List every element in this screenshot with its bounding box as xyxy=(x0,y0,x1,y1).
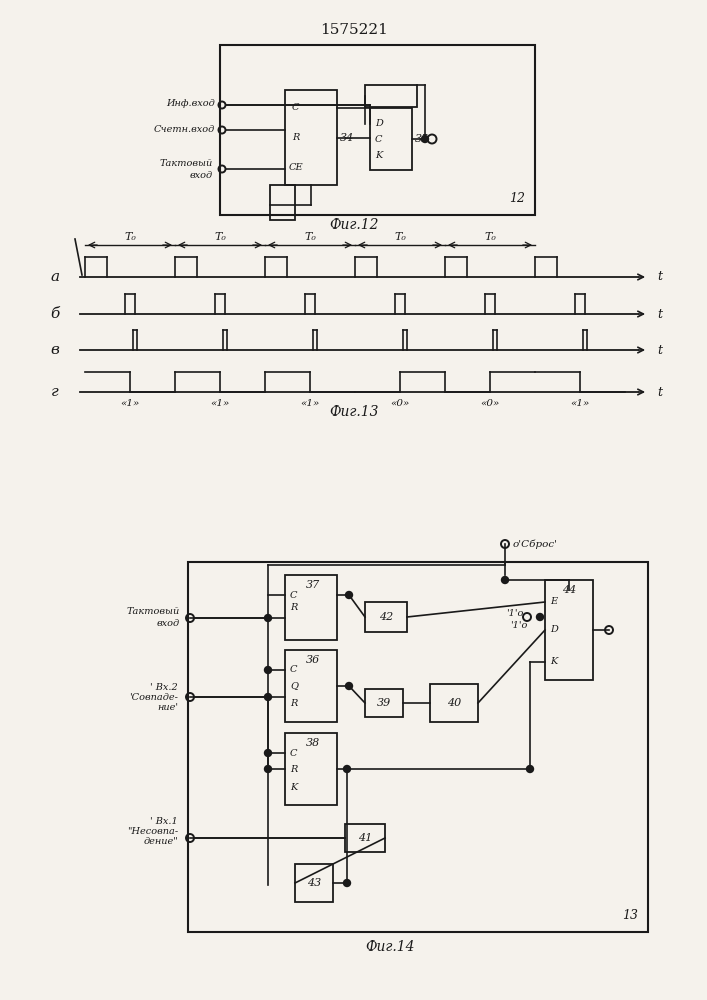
Bar xyxy=(188,562,648,932)
Text: t: t xyxy=(658,270,662,284)
Bar xyxy=(345,824,385,852)
Text: T₀: T₀ xyxy=(484,232,496,242)
Text: Фиг.12: Фиг.12 xyxy=(329,218,379,232)
Text: «0»: «0» xyxy=(390,399,409,408)
Text: T₀: T₀ xyxy=(304,232,316,242)
Text: 39: 39 xyxy=(377,698,391,708)
Text: Тактовый: Тактовый xyxy=(127,607,180,616)
Bar xyxy=(270,185,295,220)
Text: C: C xyxy=(292,104,300,112)
Bar xyxy=(285,650,337,722)
Text: '1'о: '1'о xyxy=(506,608,523,617)
Circle shape xyxy=(264,694,271,700)
Text: 38: 38 xyxy=(306,738,320,748)
Text: C: C xyxy=(290,748,298,758)
Text: «1»: «1» xyxy=(120,399,140,408)
Text: 40: 40 xyxy=(447,698,461,708)
Text: D: D xyxy=(550,626,558,635)
Circle shape xyxy=(344,766,351,772)
Text: 1575221: 1575221 xyxy=(320,23,388,37)
Text: 'Совпаде-: 'Совпаде- xyxy=(129,692,178,702)
Text: 13: 13 xyxy=(622,909,638,922)
Text: C: C xyxy=(375,134,382,143)
Text: "Несовпа-: "Несовпа- xyxy=(127,828,178,836)
Circle shape xyxy=(537,613,544,620)
Circle shape xyxy=(346,682,353,690)
Text: ние': ние' xyxy=(157,702,178,712)
Circle shape xyxy=(264,766,271,772)
Text: о'Сброс': о'Сброс' xyxy=(513,539,558,549)
Text: вход: вход xyxy=(157,619,180,629)
Text: а: а xyxy=(50,270,59,284)
Circle shape xyxy=(501,576,508,584)
Circle shape xyxy=(264,614,271,621)
Text: 41: 41 xyxy=(358,833,372,843)
Text: 44: 44 xyxy=(562,585,576,595)
Text: K: K xyxy=(550,658,557,666)
Text: г: г xyxy=(51,385,59,399)
Text: R: R xyxy=(290,764,298,774)
Text: R: R xyxy=(292,133,299,142)
Text: C: C xyxy=(290,590,298,599)
Text: 12: 12 xyxy=(509,192,525,205)
Bar xyxy=(220,45,535,215)
Text: Счетн.вход: Счетн.вход xyxy=(153,125,215,134)
Bar xyxy=(285,575,337,640)
Bar xyxy=(285,733,337,805)
Text: t: t xyxy=(658,308,662,320)
Text: T₀: T₀ xyxy=(214,232,226,242)
Text: в: в xyxy=(51,343,59,357)
Circle shape xyxy=(346,591,353,598)
Text: CE: CE xyxy=(289,162,303,172)
Circle shape xyxy=(421,135,428,142)
Bar xyxy=(430,684,478,722)
Text: T₀: T₀ xyxy=(394,232,406,242)
Text: t: t xyxy=(658,344,662,357)
Text: D: D xyxy=(375,119,383,128)
Text: 37: 37 xyxy=(306,580,320,590)
Text: t: t xyxy=(658,385,662,398)
Text: 35: 35 xyxy=(415,134,429,144)
Text: Инф.вход: Инф.вход xyxy=(166,99,215,107)
Text: '1'о: '1'о xyxy=(510,621,527,631)
Text: б: б xyxy=(50,307,59,321)
Text: Фиг.14: Фиг.14 xyxy=(366,940,415,954)
Bar xyxy=(545,580,593,680)
Text: Фиг.13: Фиг.13 xyxy=(329,405,379,419)
Text: 42: 42 xyxy=(379,612,393,622)
Bar xyxy=(295,864,333,902)
Bar xyxy=(365,689,403,717)
Bar xyxy=(285,90,337,185)
Text: T₀: T₀ xyxy=(124,232,136,242)
Text: Q: Q xyxy=(290,682,298,690)
Text: R: R xyxy=(290,603,298,612)
Text: «0»: «0» xyxy=(480,399,500,408)
Text: «1»: «1» xyxy=(571,399,590,408)
Circle shape xyxy=(527,766,534,772)
Text: E: E xyxy=(550,597,557,606)
Text: 34: 34 xyxy=(340,133,354,143)
Text: R: R xyxy=(290,700,298,708)
Bar xyxy=(365,85,417,107)
Text: ' Вх.2: ' Вх.2 xyxy=(151,682,178,692)
Text: «1»: «1» xyxy=(210,399,230,408)
Text: ' Вх.1: ' Вх.1 xyxy=(151,818,178,826)
Text: «1»: «1» xyxy=(300,399,320,408)
Circle shape xyxy=(264,666,271,674)
Text: Тактовый: Тактовый xyxy=(160,158,213,167)
Text: 36: 36 xyxy=(306,655,320,665)
Text: C: C xyxy=(290,666,298,674)
Bar xyxy=(370,108,412,170)
Text: вход: вход xyxy=(190,170,213,180)
Circle shape xyxy=(344,880,351,886)
Text: K: K xyxy=(290,782,297,792)
Text: K: K xyxy=(375,150,382,159)
Bar xyxy=(365,602,407,632)
Text: 43: 43 xyxy=(307,878,321,888)
Circle shape xyxy=(264,750,271,756)
Text: дение": дение" xyxy=(144,838,178,846)
